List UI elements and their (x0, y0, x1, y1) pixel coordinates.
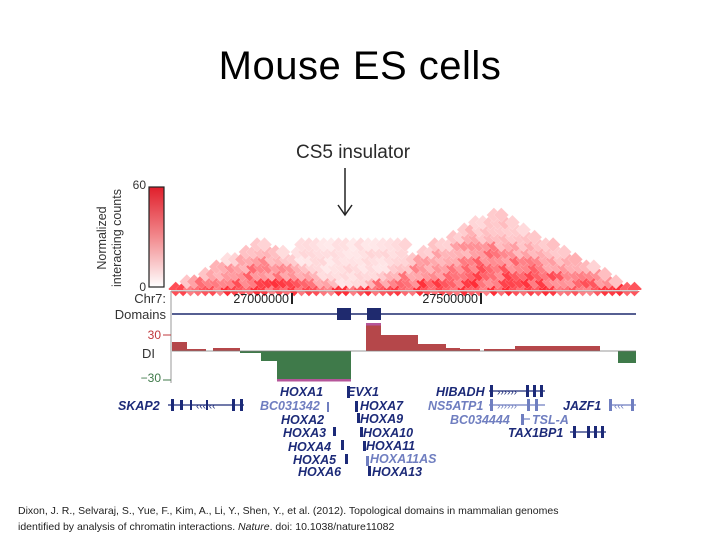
gene-label-tax1bp1: TAX1BP1 (508, 426, 563, 440)
heatmap-cell (556, 244, 572, 260)
domains-label: Domains (115, 307, 167, 322)
di-track (172, 323, 636, 382)
colorbar-label-line2: interacting counts (110, 189, 124, 287)
insulator-annotation: CS5 insulator (296, 142, 411, 163)
heatmap-cell (567, 251, 584, 268)
di-max-label: 30 (148, 328, 162, 342)
gene-label-hoxa9: HOXA9 (360, 412, 403, 426)
svg-text:››››››: ›››››› (497, 401, 517, 412)
gene-label-hoxa13: HOXA13 (372, 465, 422, 479)
gene-label-hoxa5: HOXA5 (293, 453, 337, 467)
di-min-label: −30 (141, 371, 162, 385)
gene-label-hoxa7: HOXA7 (360, 399, 404, 413)
gene-label-bc031342: BC031342 (260, 399, 320, 413)
slide-title: Mouse ES cells (218, 44, 502, 88)
svg-text:‹‹‹: ‹‹‹ (614, 401, 624, 412)
gene-label-hoxa3: HOXA3 (283, 426, 326, 440)
gene-label-hoxa1: HOXA1 (280, 385, 323, 399)
citation-journal: Nature (238, 521, 270, 533)
heatmap-cell (256, 236, 273, 253)
gene-label-bc034444: BC034444 (450, 413, 510, 427)
heatmap-cell (608, 273, 624, 290)
svg-text:››››››: ›››››› (497, 387, 517, 398)
gene-label-evx1: EVX1 (347, 385, 379, 399)
gene-label-ns5atp1: NS5ATP1 (428, 399, 483, 413)
citation-doi: . doi: 10.1038/nature11082 (269, 521, 395, 533)
gene-label-hoxa11as: HOXA11AS (370, 452, 437, 466)
interaction-heatmap (140, 207, 660, 297)
heatmap-cell (626, 281, 643, 297)
gene-label-skap2: SKAP2 (118, 399, 160, 413)
coordinate-27500000: 27500000 (422, 292, 478, 306)
gene-label-hoxa10: HOXA10 (363, 426, 413, 440)
heatmap-cell (545, 236, 561, 253)
heatmap-cell (397, 236, 413, 253)
gene-label-hibadh: HIBADH (436, 385, 486, 399)
colorbar-label-line1: Normalized (95, 206, 109, 269)
heatmap-cell (515, 222, 532, 238)
gene-label-tsla: TSL-A (532, 413, 569, 427)
gene-label-hoxa6: HOXA6 (298, 465, 342, 479)
gene-label-hoxa11: HOXA11 (366, 439, 415, 453)
heatmap-cell (597, 266, 613, 282)
di-label: DI (142, 346, 155, 361)
colorbar-max: 60 (133, 178, 147, 192)
colorbar-min: 0 (139, 280, 146, 294)
gene-label-hoxa2: HOXA2 (281, 413, 324, 427)
insulator-arrow (337, 168, 353, 217)
gene-track: ‹‹‹ ‹‹ ›››››› ›››››› (168, 385, 636, 476)
heatmap-cell (526, 229, 543, 245)
chr-label: Chr7: (134, 291, 166, 306)
heatmap-cell (275, 244, 291, 260)
heatmap-cell (586, 259, 602, 275)
heatmap-cell (504, 214, 521, 231)
citation: Dixon, J. R., Selvaraj, S., Yue, F., Kim… (18, 503, 578, 535)
gene-label-jazf1: JAZF1 (563, 399, 601, 413)
coordinate-27000000: 27000000 (233, 292, 289, 306)
heatmap-cell (493, 207, 510, 223)
domains-track (172, 308, 636, 320)
svg-text:‹‹‹ ‹‹: ‹‹‹ ‹‹ (196, 401, 215, 412)
gene-label-hoxa4: HOXA4 (288, 440, 331, 454)
citation-text: Dixon, J. R., Selvaraj, S., Yue, F., Kim… (18, 505, 559, 533)
color-bar (148, 186, 165, 288)
